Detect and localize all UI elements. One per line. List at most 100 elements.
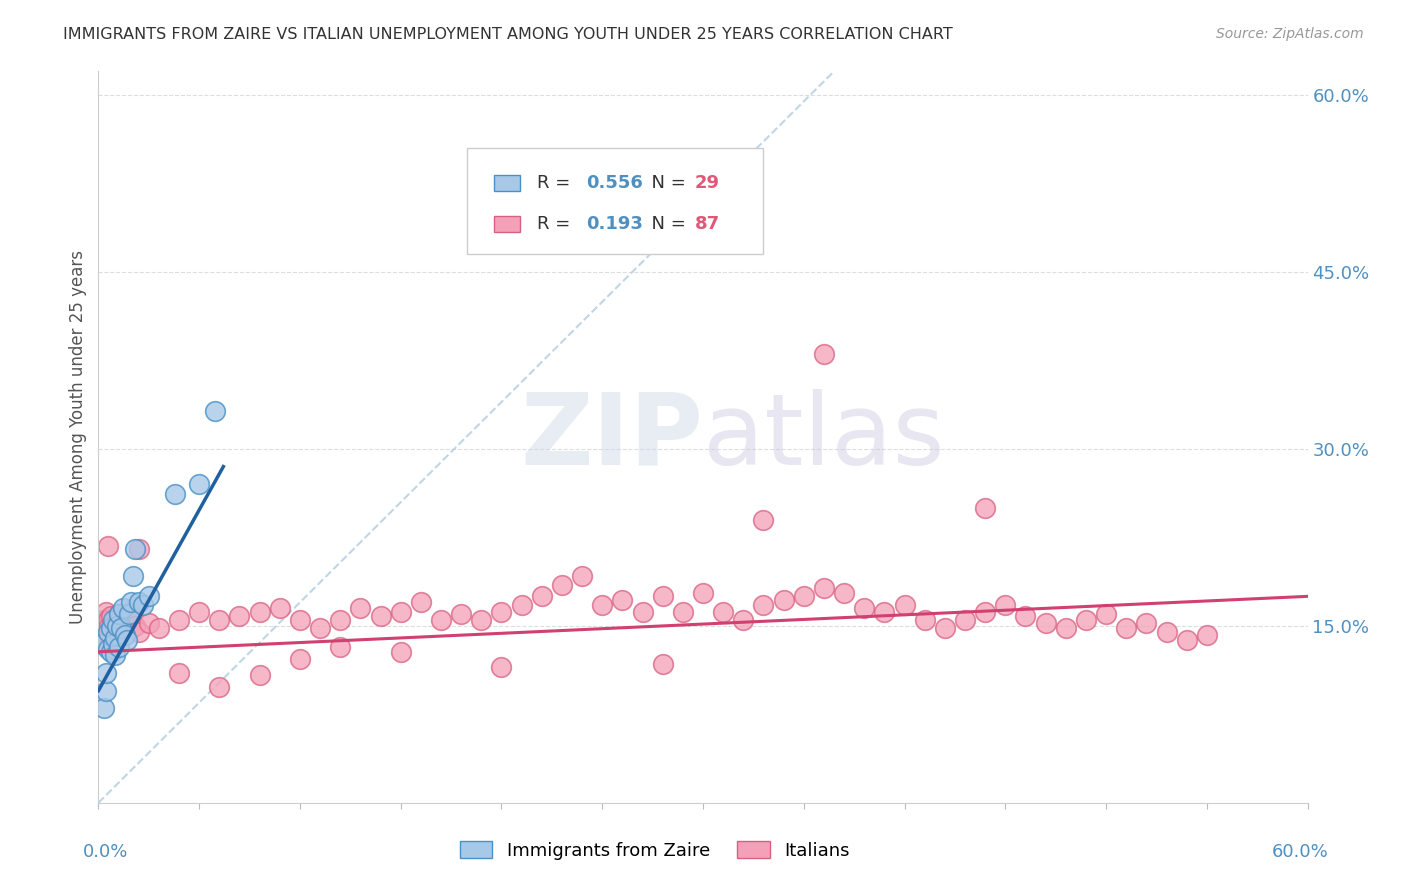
Point: [128, 595, 150, 609]
Point: [591, 598, 613, 612]
Point: [631, 605, 654, 619]
Point: [772, 593, 794, 607]
Text: 0.0%: 0.0%: [83, 843, 128, 861]
Point: [651, 657, 673, 671]
Text: 60.0%: 60.0%: [1272, 843, 1329, 861]
Point: [672, 605, 695, 619]
Point: [100, 621, 122, 635]
Point: [124, 542, 146, 557]
Point: [1035, 616, 1057, 631]
Point: [389, 645, 412, 659]
Point: [752, 513, 775, 527]
Point: [89, 621, 111, 635]
Point: [188, 477, 211, 491]
Text: ZIP: ZIP: [520, 389, 703, 485]
Point: [138, 590, 160, 604]
Point: [752, 598, 775, 612]
Point: [974, 605, 997, 619]
Point: [91, 636, 114, 650]
Point: [249, 605, 271, 619]
Point: [309, 621, 332, 635]
Point: [93, 613, 115, 627]
Point: [551, 577, 574, 591]
Point: [530, 590, 553, 604]
Point: [101, 636, 124, 650]
Point: [188, 605, 211, 619]
Point: [914, 613, 936, 627]
Point: [430, 613, 453, 627]
Point: [110, 621, 132, 635]
Point: [893, 598, 915, 612]
Point: [114, 628, 136, 642]
FancyBboxPatch shape: [467, 148, 763, 254]
Point: [208, 613, 231, 627]
Point: [100, 609, 122, 624]
Point: [208, 680, 231, 694]
Point: [370, 609, 392, 624]
Point: [100, 645, 122, 659]
Point: [124, 619, 146, 633]
Point: [128, 624, 150, 639]
Point: [103, 648, 125, 663]
Point: [288, 652, 311, 666]
Point: [974, 500, 997, 515]
Point: [953, 613, 976, 627]
Point: [115, 632, 138, 647]
Point: [269, 601, 291, 615]
Point: [491, 605, 513, 619]
Point: [491, 660, 513, 674]
Point: [118, 607, 141, 621]
Point: [1195, 628, 1218, 642]
Point: [1156, 624, 1178, 639]
Point: [329, 640, 352, 654]
Point: [96, 666, 118, 681]
Point: [349, 601, 371, 615]
Point: [96, 605, 118, 619]
Point: [329, 613, 352, 627]
Point: [1095, 607, 1118, 621]
Point: [103, 621, 125, 635]
Point: [97, 539, 120, 553]
Point: [97, 642, 120, 657]
Bar: [494, 175, 520, 191]
Point: [651, 590, 673, 604]
Point: [121, 569, 143, 583]
Point: [103, 631, 125, 645]
Point: [96, 683, 118, 698]
Point: [813, 581, 835, 595]
Text: IMMIGRANTS FROM ZAIRE VS ITALIAN UNEMPLOYMENT AMONG YOUTH UNDER 25 YEARS CORRELA: IMMIGRANTS FROM ZAIRE VS ITALIAN UNEMPLO…: [63, 27, 953, 42]
Text: R =: R =: [537, 174, 576, 192]
Point: [288, 613, 311, 627]
Point: [1074, 613, 1097, 627]
Point: [1115, 621, 1137, 635]
Text: atlas: atlas: [703, 389, 945, 485]
Point: [107, 607, 129, 621]
Point: [97, 621, 120, 635]
Point: [107, 607, 129, 621]
Point: [101, 619, 124, 633]
Point: [111, 621, 134, 635]
Point: [733, 613, 755, 627]
Point: [118, 605, 141, 619]
Point: [107, 640, 129, 654]
Point: [470, 613, 492, 627]
Point: [853, 601, 876, 615]
Point: [128, 542, 150, 557]
Point: [994, 598, 1017, 612]
Point: [389, 605, 412, 619]
Point: [91, 616, 114, 631]
Point: [97, 613, 120, 627]
Point: [105, 628, 128, 642]
Point: [1135, 616, 1157, 631]
Point: [228, 609, 250, 624]
Point: [571, 569, 593, 583]
Point: [115, 613, 138, 627]
Point: [101, 613, 124, 627]
Point: [692, 586, 714, 600]
Point: [934, 621, 956, 635]
Point: [733, 229, 755, 244]
Text: N =: N =: [640, 215, 692, 233]
Point: [249, 668, 271, 682]
Text: Source: ZipAtlas.com: Source: ZipAtlas.com: [1216, 27, 1364, 41]
Point: [409, 595, 432, 609]
